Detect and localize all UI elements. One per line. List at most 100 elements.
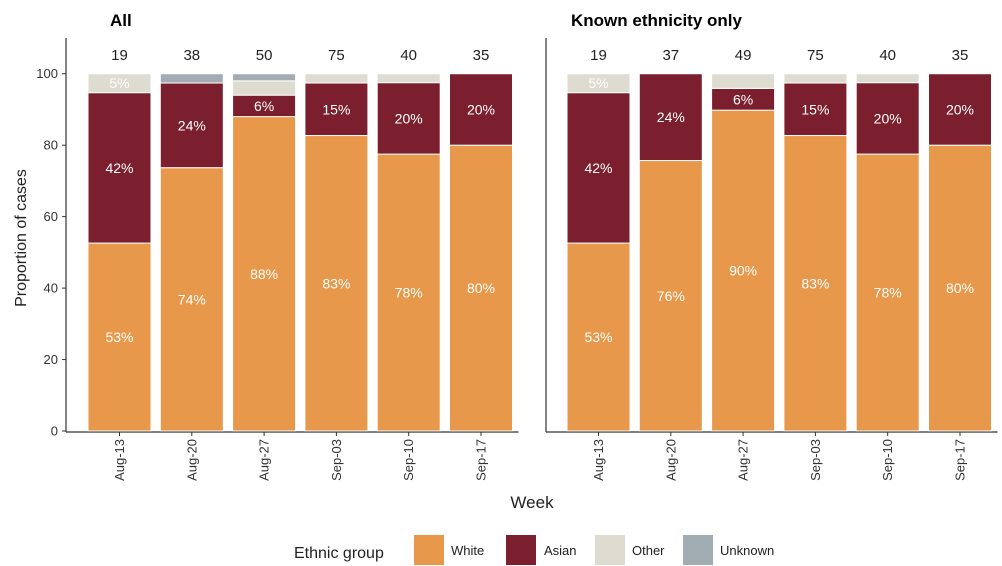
legend-label-other: Other xyxy=(632,543,665,558)
x-tick-label: Aug-13 xyxy=(591,439,606,481)
bar-total-label: 19 xyxy=(111,47,128,64)
bar-segment-white xyxy=(711,109,776,432)
bar-segment-asian xyxy=(783,82,848,137)
legend-key-other xyxy=(595,535,625,565)
x-tick-label: Aug-20 xyxy=(184,439,199,481)
bar-segment-other xyxy=(783,73,848,84)
data-label-asian: 6% xyxy=(733,91,753,107)
legend: Ethnic group White Asian Other Unknown xyxy=(294,535,774,565)
panel-title-all: All xyxy=(110,11,132,30)
bar-segment-white xyxy=(376,153,441,432)
data-label-asian: 42% xyxy=(105,160,133,176)
bar-segment-white xyxy=(304,135,369,432)
legend-label-white: White xyxy=(451,543,484,558)
x-tick-label: Sep-10 xyxy=(401,439,416,481)
bar-segment-asian xyxy=(87,92,152,244)
panel-title-known-ethnicity: Known ethnicity only xyxy=(571,11,742,30)
panel-plot-known-ethnicity: 53% 42% 5% 19 Aug-13 76% 24% 37 Aug-20 90% 6% 49 Aug… xyxy=(545,38,998,481)
data-label-white: 76% xyxy=(657,288,685,304)
y-axis-title: Proportion of cases xyxy=(13,169,30,307)
bar-segment-asian xyxy=(638,73,703,162)
bar-segment-white xyxy=(566,242,631,432)
bar-segment-other xyxy=(87,73,152,94)
x-tick-label: Sep-17 xyxy=(953,439,968,481)
bar-segment-white xyxy=(87,242,152,432)
panel-all: All 0 20 40 60 80 100 53% 42% 5% 19 Aug-13 74% 24% 38… xyxy=(36,11,519,481)
x-axis-title: Week xyxy=(510,493,554,512)
bar-segment-asian xyxy=(928,73,992,146)
panel-known-ethnicity: Known ethnicity only 53% 42% 5% 19 Aug-13 76%… xyxy=(545,11,998,481)
data-label-asian: 20% xyxy=(874,110,902,126)
data-label-asian: 20% xyxy=(946,101,974,117)
legend-label-asian: Asian xyxy=(544,543,577,558)
y-tick-label: 20 xyxy=(44,352,58,367)
bar-segment-white xyxy=(449,144,513,432)
legend-label-unknown: Unknown xyxy=(720,543,774,558)
bar-total-label: 19 xyxy=(590,47,607,64)
x-tick-label: Aug-27 xyxy=(736,439,751,481)
data-label-white: 74% xyxy=(178,291,206,307)
data-label-white: 53% xyxy=(105,329,133,345)
data-label-white: 80% xyxy=(467,280,495,296)
bar-segment-unknown xyxy=(159,73,224,84)
panel-plot-all: 0 20 40 60 80 100 53% 42% 5% 19 Aug-13 74% 24% 38 Aug-… xyxy=(36,38,519,481)
bar-segment-white xyxy=(232,116,297,432)
bar-segment-white xyxy=(783,135,848,432)
data-label-asian: 24% xyxy=(657,109,685,125)
bar-segment-other xyxy=(304,73,369,84)
bar-total-label: 35 xyxy=(952,47,969,64)
bar-total-label: 37 xyxy=(662,47,679,64)
x-tick-label: Aug-20 xyxy=(663,439,678,481)
bar-segment-asian xyxy=(566,92,631,244)
data-label-white: 78% xyxy=(395,285,423,301)
bar-total-label: 38 xyxy=(183,47,200,64)
data-label-asian: 42% xyxy=(584,160,612,176)
data-label-white: 83% xyxy=(322,275,350,291)
legend-key-unknown xyxy=(683,535,713,565)
data-label-white: 53% xyxy=(584,329,612,345)
x-tick-label: Sep-17 xyxy=(474,439,489,481)
bar-total-label: 75 xyxy=(807,47,824,64)
y-tick-label: 100 xyxy=(36,66,58,81)
data-label-white: 78% xyxy=(874,285,902,301)
bar-segment-other xyxy=(376,73,441,84)
bar-segment-white xyxy=(855,153,920,432)
bar-segment-other xyxy=(855,73,920,84)
data-label-asian: 6% xyxy=(254,98,274,114)
legend-key-white xyxy=(414,535,444,565)
x-tick-label: Sep-10 xyxy=(880,439,895,481)
data-label-asian: 15% xyxy=(322,101,350,117)
bar-total-label: 50 xyxy=(256,47,273,64)
legend-key-asian xyxy=(506,535,536,565)
bar-total-label: 35 xyxy=(473,47,490,64)
x-tick-label: Sep-03 xyxy=(329,439,344,481)
data-label-asian: 15% xyxy=(801,101,829,117)
bar-segment-asian xyxy=(449,73,513,146)
data-label-white: 88% xyxy=(250,266,278,282)
bar-total-label: 40 xyxy=(879,47,896,64)
bar-total-label: 40 xyxy=(400,47,417,64)
data-label-other: 5% xyxy=(588,75,608,91)
data-label-asian: 20% xyxy=(395,110,423,126)
bar-segment-other xyxy=(566,73,631,94)
bar-segment-asian xyxy=(376,82,441,155)
y-tick-label: 40 xyxy=(44,281,58,296)
x-tick-label: Sep-03 xyxy=(808,439,823,481)
bar-total-label: 75 xyxy=(328,47,345,64)
legend-title: Ethnic group xyxy=(294,545,384,562)
bar-total-label: 49 xyxy=(735,47,752,64)
y-tick-label: 60 xyxy=(44,209,58,224)
y-tick-label: 0 xyxy=(51,424,58,439)
data-label-white: 90% xyxy=(729,263,757,279)
bar-segment-other xyxy=(232,80,297,96)
bar-segment-unknown xyxy=(232,73,297,82)
data-label-white: 80% xyxy=(946,280,974,296)
y-tick-label: 80 xyxy=(44,138,58,153)
x-tick-label: Aug-13 xyxy=(112,439,127,481)
data-label-other: 5% xyxy=(109,75,129,91)
data-label-asian: 24% xyxy=(178,117,206,133)
x-tick-label: Aug-27 xyxy=(257,439,272,481)
bar-segment-asian xyxy=(855,82,920,155)
data-label-asian: 20% xyxy=(467,101,495,117)
